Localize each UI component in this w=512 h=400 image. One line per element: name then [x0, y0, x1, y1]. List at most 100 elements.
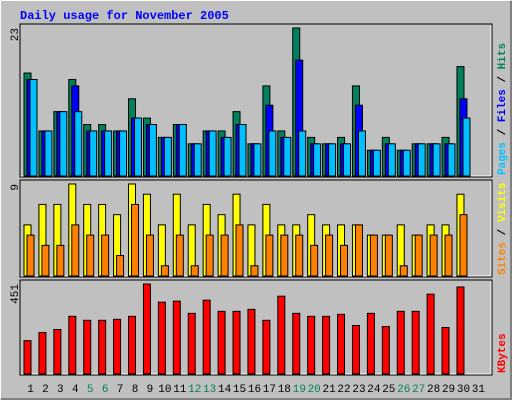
x-tick-label: 16	[248, 384, 261, 396]
x-tick-label: 9	[147, 384, 154, 396]
bar	[71, 224, 80, 277]
x-tick-label: 2	[42, 384, 49, 396]
bar	[340, 244, 349, 277]
bar	[53, 328, 62, 375]
legend-separator: /	[497, 222, 509, 242]
x-tick-label: 10	[158, 384, 171, 396]
bar	[343, 143, 352, 177]
x-tick-label: 27	[412, 384, 425, 396]
bar	[119, 130, 128, 177]
legend-entry: Hits	[497, 43, 509, 69]
bar	[89, 130, 98, 177]
bar	[265, 234, 274, 277]
bar	[381, 326, 390, 375]
bar	[328, 143, 337, 177]
bar	[357, 130, 366, 177]
legend: Sites / Visits	[497, 183, 509, 275]
x-tick-label: 12	[188, 384, 201, 396]
bar	[310, 244, 319, 277]
bar	[414, 234, 423, 277]
bar	[369, 234, 378, 277]
bar	[23, 340, 32, 375]
x-tick-label: 21	[322, 384, 336, 396]
x-tick-label: 20	[308, 384, 321, 396]
bar	[247, 308, 256, 375]
legend-entry: Files	[497, 89, 509, 122]
bar	[38, 331, 47, 375]
bar	[322, 315, 331, 375]
x-tick-label: 23	[352, 384, 365, 396]
bar	[59, 111, 68, 177]
x-tick-label: 11	[173, 384, 187, 396]
y-tick-label: 9	[10, 184, 22, 191]
bar	[26, 234, 35, 277]
bar	[86, 234, 95, 277]
x-tick-label: 13	[203, 384, 216, 396]
x-tick-label: 7	[117, 384, 124, 396]
bar	[101, 234, 110, 277]
bar	[202, 299, 211, 375]
bar	[134, 117, 143, 177]
bar	[459, 214, 468, 277]
bar	[366, 312, 375, 375]
bar	[399, 265, 408, 277]
bar	[441, 327, 450, 375]
bar	[160, 265, 169, 277]
x-tick-label: 24	[367, 384, 381, 396]
bar	[145, 234, 154, 277]
bar	[283, 136, 292, 177]
x-tick-label: 30	[457, 384, 470, 396]
x-tick-label: 31	[472, 384, 486, 396]
legend-entry: Sites	[497, 242, 509, 275]
x-tick-label: 22	[337, 384, 350, 396]
x-tick-label: 18	[278, 384, 291, 396]
bar	[432, 143, 441, 177]
bar	[313, 143, 322, 177]
x-tick-label: 3	[57, 384, 64, 396]
bar	[178, 124, 187, 177]
bar	[208, 130, 217, 177]
bar	[429, 234, 438, 277]
x-tick-label: 4	[72, 384, 79, 396]
bar	[307, 315, 316, 375]
bar	[295, 234, 304, 277]
x-tick-label: 14	[218, 384, 232, 396]
x-tick-label: 26	[397, 384, 410, 396]
bar	[157, 301, 166, 375]
chart-title: Daily usage for November 2005	[20, 9, 229, 23]
bar	[238, 124, 247, 177]
bar	[444, 234, 453, 277]
x-tick-label: 25	[382, 384, 395, 396]
bar	[187, 312, 196, 375]
bar	[280, 234, 289, 277]
bar	[354, 224, 363, 277]
x-tick-label: 17	[263, 384, 276, 396]
x-tick-label: 8	[132, 384, 139, 396]
bar	[268, 130, 277, 177]
bar	[456, 286, 465, 375]
bar	[384, 234, 393, 277]
bar	[411, 310, 420, 375]
bar	[262, 319, 271, 375]
x-tick-label: 29	[442, 384, 455, 396]
bar	[250, 265, 259, 277]
x-tick-label: 1	[27, 384, 34, 396]
bar	[68, 315, 77, 375]
bar	[337, 313, 346, 375]
bar	[148, 124, 157, 177]
bar	[128, 315, 137, 375]
bar	[220, 234, 229, 277]
x-tick-label: 6	[102, 384, 109, 396]
bar	[193, 143, 202, 177]
bar	[41, 244, 50, 277]
bar	[372, 149, 381, 177]
bar	[113, 318, 122, 375]
bar	[116, 255, 125, 277]
bar	[205, 234, 214, 277]
x-tick-label: 28	[427, 384, 440, 396]
bar	[232, 310, 241, 375]
bar	[396, 310, 405, 375]
bar	[74, 111, 83, 177]
